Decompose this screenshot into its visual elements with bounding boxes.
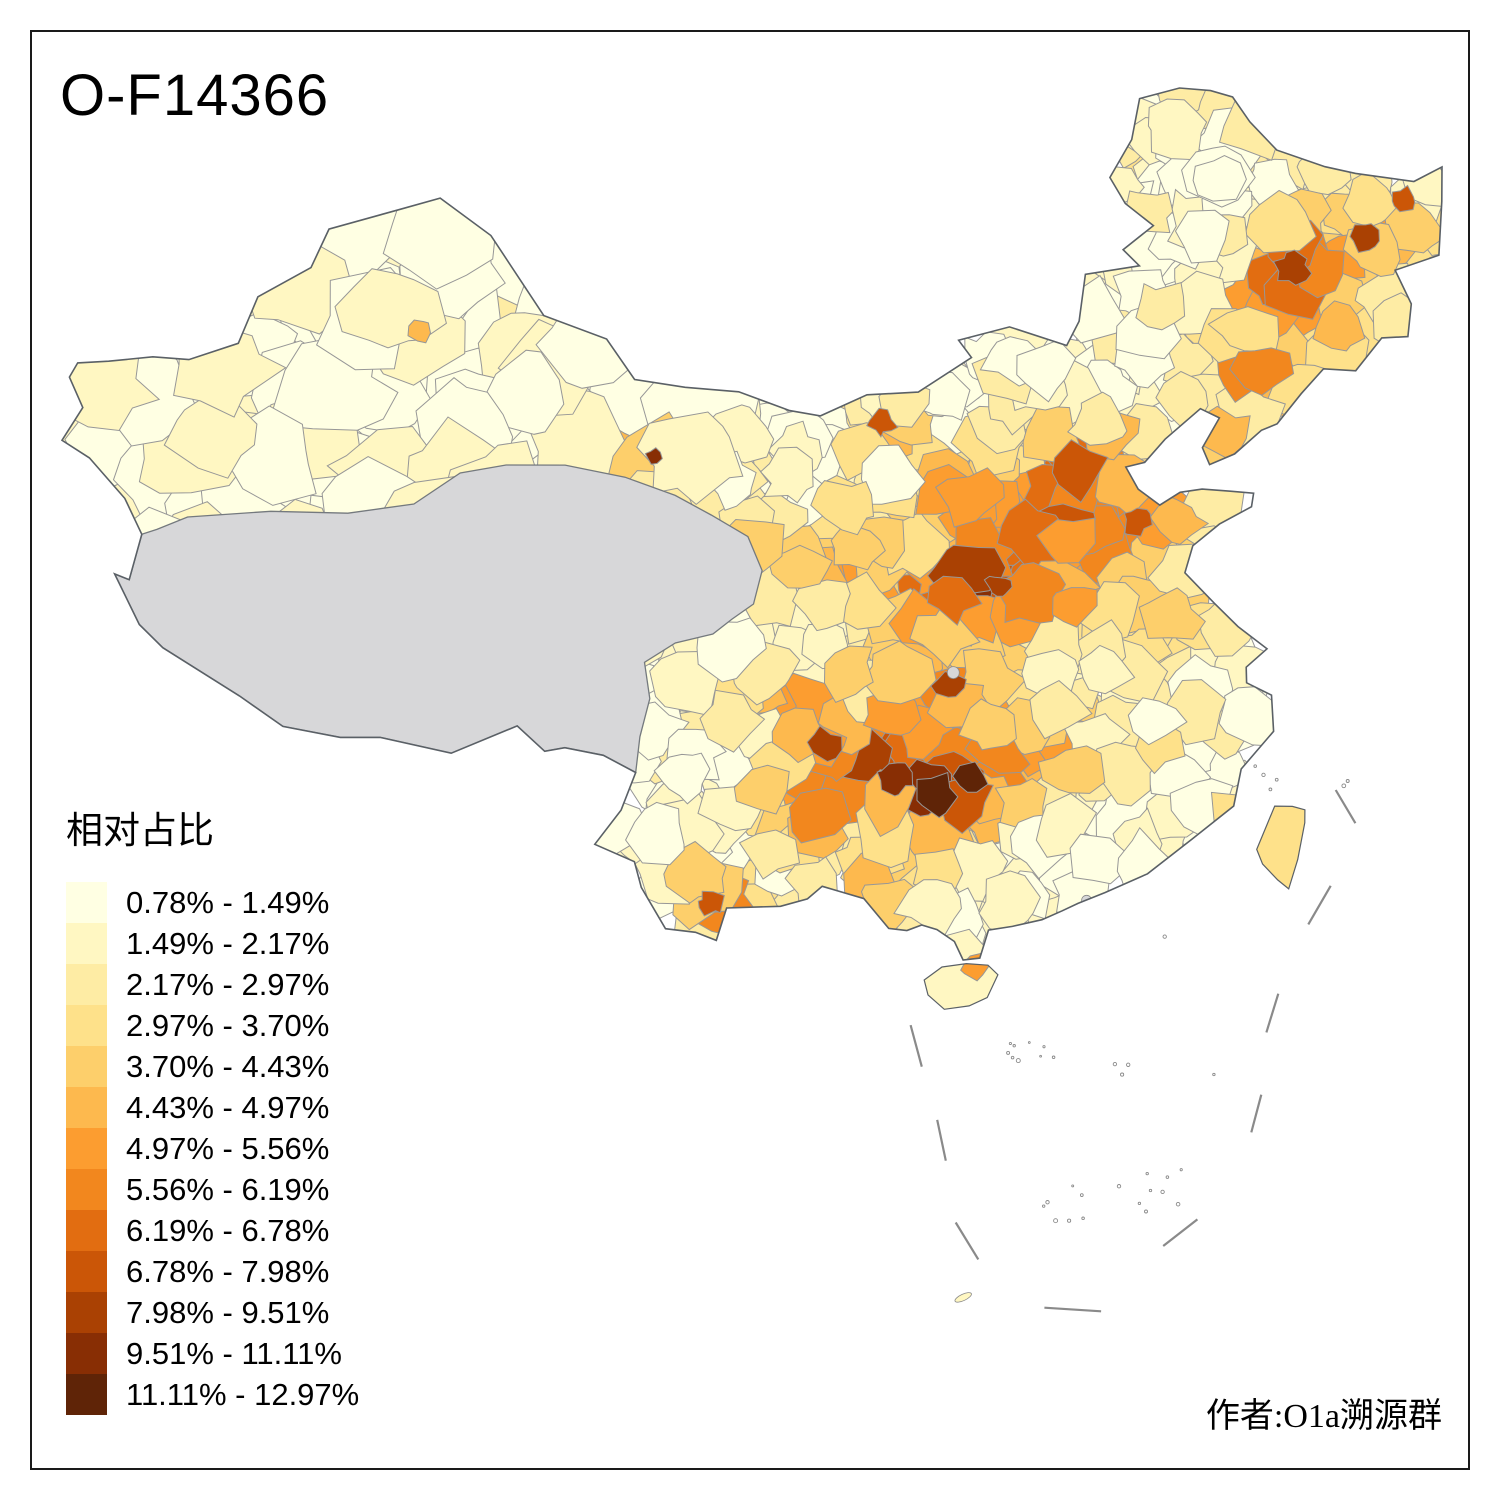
legend-swatch — [66, 1374, 107, 1415]
legend-row: 9.51% - 11.11% — [66, 1333, 359, 1374]
legend-rows: 0.78% - 1.49% 1.49% - 2.17% 2.17% - 2.97% 2… — [66, 882, 359, 1415]
legend-row: 6.19% - 6.78% — [66, 1210, 359, 1251]
taiwan-boundary — [1256, 805, 1306, 890]
nine-dash-line — [909, 789, 1357, 1313]
page-title: O-F14366 — [60, 63, 330, 128]
no-data-speck — [946, 666, 960, 679]
legend-row: 1.49% - 2.17% — [66, 923, 359, 964]
legend-swatch — [66, 1210, 107, 1251]
legend-label: 1.49% - 2.17% — [126, 925, 330, 961]
legend-label: 2.17% - 2.97% — [126, 966, 330, 1002]
legend-swatch — [66, 1169, 107, 1210]
legend-row: 0.78% - 1.49% — [66, 882, 359, 923]
legend-row: 3.70% - 4.43% — [66, 1046, 359, 1087]
legend-title: 相对占比 — [66, 811, 214, 852]
legend-row: 6.78% - 7.98% — [66, 1251, 359, 1292]
legend-label: 3.70% - 4.43% — [126, 1048, 330, 1084]
legend-swatch — [66, 882, 107, 923]
hainan-boundary — [923, 962, 999, 1010]
legend-swatch — [66, 1251, 107, 1292]
legend-row: 2.97% - 3.70% — [66, 1005, 359, 1046]
legend-swatch — [66, 1128, 107, 1169]
legend: 相对占比 0.78% - 1.49% 1.49% - 2.17% 2.17% - 2… — [66, 800, 359, 1415]
legend-label: 6.78% - 7.98% — [126, 1253, 330, 1289]
legend-row: 11.11% - 12.97% — [66, 1374, 359, 1415]
legend-swatch — [66, 964, 107, 1005]
legend-row: 2.17% - 2.97% — [66, 964, 359, 1005]
legend-swatch — [66, 1087, 107, 1128]
south-sea-islands — [954, 764, 1350, 1303]
legend-label: 5.56% - 6.19% — [126, 1171, 330, 1207]
national-boundary — [60, 87, 1443, 961]
legend-label: 7.98% - 9.51% — [126, 1294, 330, 1330]
legend-swatch — [66, 1333, 107, 1374]
legend-row: 5.56% - 6.19% — [66, 1169, 359, 1210]
legend-swatch — [66, 1005, 107, 1046]
legend-label: 4.97% - 5.56% — [126, 1130, 330, 1166]
legend-row: 4.43% - 4.97% — [66, 1087, 359, 1128]
legend-row: 4.97% - 5.56% — [66, 1128, 359, 1169]
legend-label: 0.78% - 1.49% — [126, 884, 330, 920]
legend-label: 9.51% - 11.11% — [126, 1335, 342, 1371]
legend-label: 2.97% - 3.70% — [126, 1007, 330, 1043]
legend-row: 7.98% - 9.51% — [66, 1292, 359, 1333]
prefecture-cells — [62, 88, 1442, 1010]
legend-swatch — [66, 923, 107, 964]
legend-label: 4.43% - 4.97% — [126, 1089, 330, 1125]
pale-islet — [954, 1292, 972, 1303]
legend-swatch — [66, 1292, 107, 1333]
attribution: 作者:O1a溯源群 — [1205, 1398, 1442, 1435]
legend-label: 11.11% - 12.97% — [126, 1376, 360, 1412]
legend-label: 6.19% - 6.78% — [126, 1212, 330, 1248]
legend-swatch — [66, 1046, 107, 1087]
